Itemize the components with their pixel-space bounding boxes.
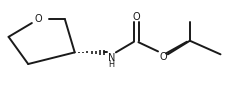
Text: H: H [109, 61, 115, 69]
Text: N: N [108, 53, 115, 63]
Text: O: O [159, 52, 167, 62]
Text: O: O [34, 14, 42, 24]
Text: O: O [132, 12, 140, 23]
